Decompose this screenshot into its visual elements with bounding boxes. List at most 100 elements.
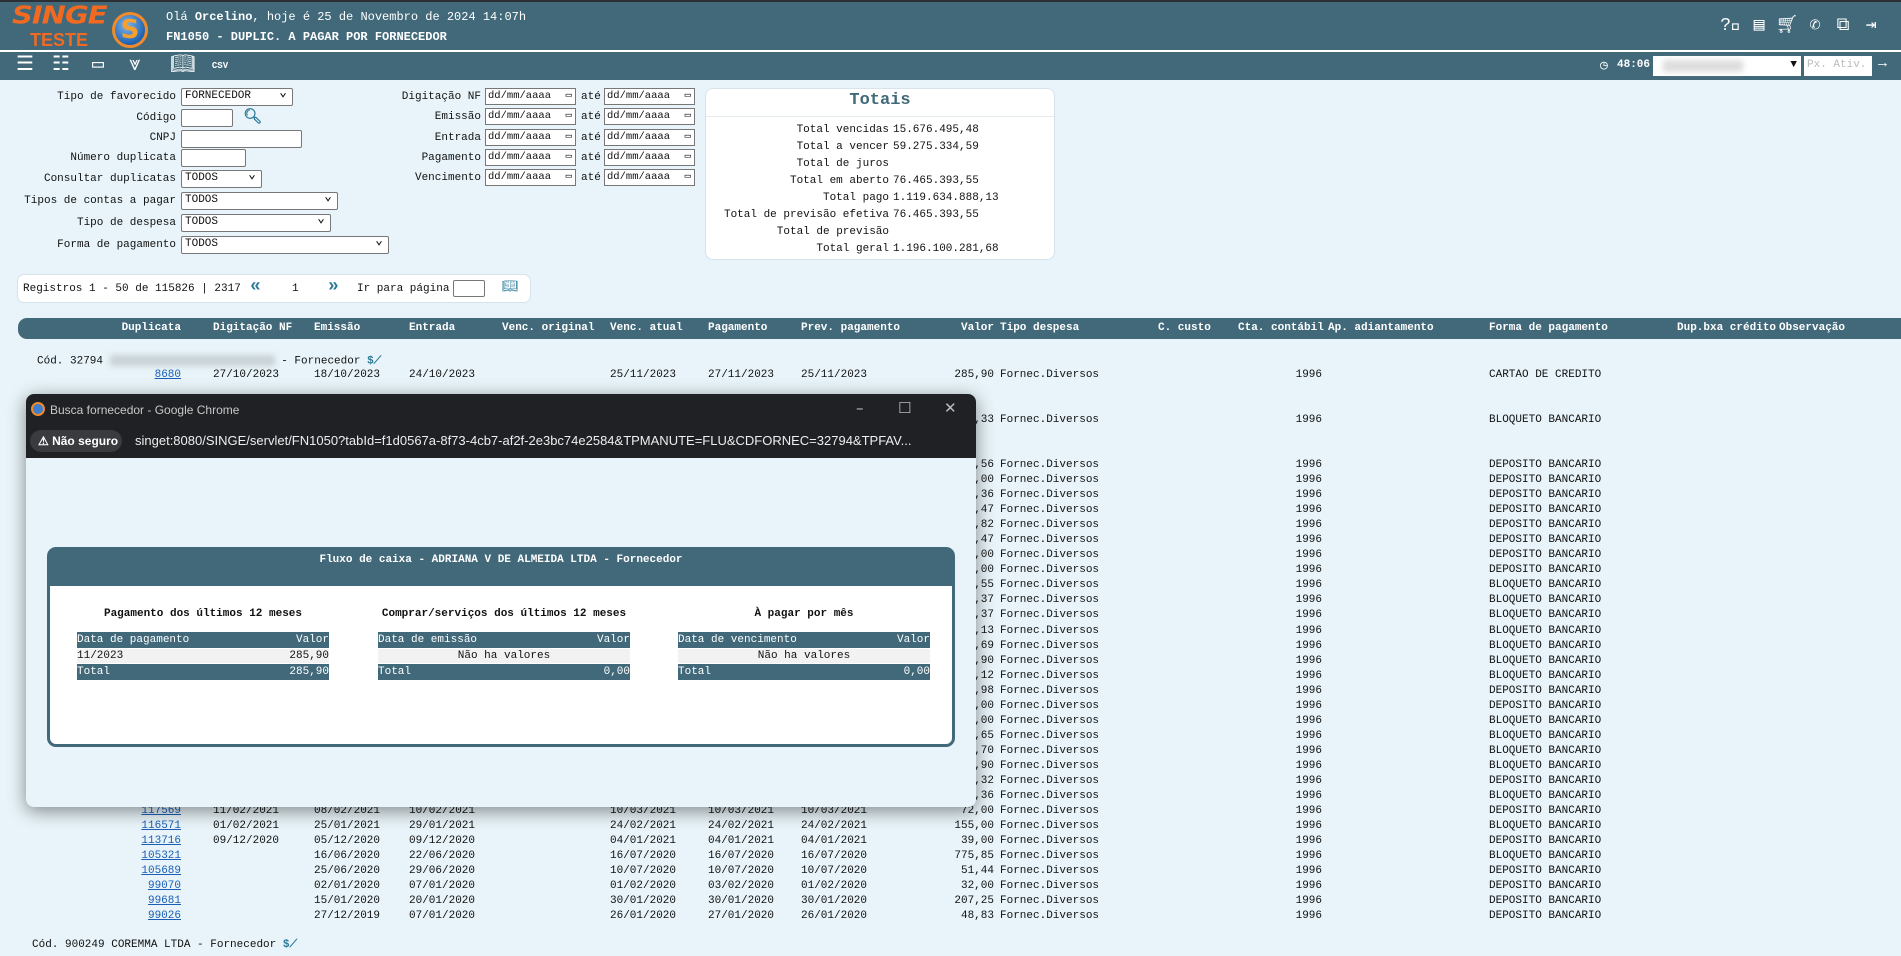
close-button[interactable]: ✕	[944, 399, 957, 417]
tipo-favorecido-select[interactable]: FORNECEDOR	[181, 85, 293, 106]
column-header[interactable]: Cta. contábil	[1238, 322, 1324, 334]
column-header[interactable]: C. custo	[1158, 322, 1211, 334]
consultar-select[interactable]: TODOS	[181, 167, 262, 188]
checklist-icon[interactable]: ☷	[52, 54, 70, 77]
date-from-input[interactable]: dd/mm/aaaa	[485, 148, 576, 166]
duplicata-link[interactable]: 99681	[147, 895, 181, 908]
cell-prev: 30/01/2020	[801, 895, 868, 908]
arrow-right-icon[interactable]: →	[1878, 55, 1888, 72]
column-header[interactable]: Prev. pagamento	[801, 322, 901, 334]
minimize-button[interactable]: –	[856, 399, 864, 417]
tipo-despesa-select[interactable]: TODOS	[181, 211, 331, 232]
duplicata-link[interactable]: 8680	[154, 369, 181, 381]
help-icon[interactable]: ?⃝	[1720, 16, 1742, 36]
cart-icon[interactable]: 🛒︎	[1775, 16, 1799, 36]
cell-tipo: Fornec.Diversos	[1000, 654, 1100, 667]
table-row: ,90 Fornec.Diversos 1996 BLOQUETO BANCARIO	[0, 655, 1901, 670]
label-codigo: Código	[136, 112, 176, 124]
column-header[interactable]: Observação	[1779, 322, 1846, 334]
cell-valor: ,70	[974, 744, 994, 757]
security-badge[interactable]: ⚠ Não seguro	[30, 430, 122, 452]
column-header[interactable]: Duplicata	[121, 322, 181, 334]
section-table-header: Data de vencimento Valor	[678, 632, 930, 648]
column-header[interactable]: Emissão	[314, 322, 361, 334]
windows-icon[interactable]: ⧉	[1836, 16, 1850, 36]
duplicata-link[interactable]: 116571	[141, 819, 181, 832]
cell-cta: 1996	[1295, 910, 1322, 923]
cell-valor: ,00	[974, 549, 994, 562]
company-select[interactable]: ▼	[1653, 56, 1801, 76]
table-row: 113716 09/12/2020 05/12/2020 09/12/2020 04/0…	[0, 835, 1901, 850]
column-header[interactable]: Tipo despesa	[1000, 322, 1080, 334]
book-icon[interactable]: 📖︎	[502, 279, 519, 294]
form-icon[interactable]: ▭	[91, 54, 105, 77]
expand-all-icon[interactable]: ⩔	[129, 54, 141, 77]
column-header[interactable]: Digitação NF	[213, 322, 293, 334]
duplicata-link[interactable]: 113716	[141, 834, 181, 847]
cell-ent: 09/12/2020	[409, 834, 476, 847]
prev-page-button[interactable]: «	[250, 277, 261, 297]
cell-forma: DEPOSITO BANCARIO	[1489, 474, 1602, 487]
column-header[interactable]: Ap. adiantamento	[1328, 322, 1434, 334]
date-from-input[interactable]: dd/mm/aaaa	[485, 169, 576, 187]
date-to-input[interactable]: dd/mm/aaaa	[604, 88, 695, 105]
date-from-input[interactable]: dd/mm/aaaa	[485, 88, 576, 105]
cell-cta: 1996	[1295, 369, 1322, 381]
cell-tipo: Fornec.Diversos	[1000, 459, 1100, 472]
cell-valor: ,00	[974, 564, 994, 577]
csv-icon[interactable]: CSV	[211, 61, 229, 71]
column-header[interactable]: Entrada	[409, 322, 456, 334]
search-icon[interactable]: 🔍︎	[243, 109, 263, 126]
cell-cta: 1996	[1295, 834, 1322, 847]
date-to-input[interactable]: dd/mm/aaaa	[604, 128, 695, 146]
cell-va: 25/11/2023	[610, 369, 677, 381]
date-to-input[interactable]: dd/mm/aaaa	[604, 148, 695, 166]
column-header[interactable]: Venc. atual	[610, 322, 683, 334]
tipos-contas-select[interactable]: TODOS	[181, 189, 338, 210]
cell-valor: 39,00	[960, 834, 994, 847]
column-header[interactable]: Forma de pagamento	[1489, 322, 1608, 334]
next-activity-input[interactable]: Px. Ativ.	[1804, 56, 1872, 76]
total-label: Total pago	[822, 192, 889, 204]
cell-cta: 1996	[1295, 414, 1322, 427]
cash-flow-icon[interactable]: $⟋	[367, 355, 382, 368]
column-header[interactable]: Dup.bxa crédito	[1677, 322, 1777, 334]
document-icon[interactable]: ▤	[1753, 16, 1765, 36]
until-label: até	[581, 151, 601, 164]
duplicata-link[interactable]: 117569	[141, 804, 181, 817]
list-icon[interactable]: ☰	[16, 54, 34, 77]
maximize-button[interactable]: ☐	[898, 399, 912, 417]
cell-valor: 51,44	[960, 864, 994, 877]
duplicata-link[interactable]: 105321	[141, 849, 181, 862]
column-header[interactable]: Pagamento	[708, 322, 768, 334]
date-to-input[interactable]: dd/mm/aaaa	[604, 169, 695, 187]
codigo-input[interactable]	[181, 109, 233, 127]
phone-chat-icon[interactable]: ✆	[1809, 16, 1821, 36]
cnpj-input[interactable]	[181, 130, 302, 148]
book-icon[interactable]: 📖︎	[170, 54, 196, 77]
column-header[interactable]: Venc. original	[502, 322, 595, 334]
goto-page-input[interactable]	[453, 280, 485, 297]
date-to-input[interactable]: dd/mm/aaaa	[604, 108, 695, 126]
date-from-input[interactable]: dd/mm/aaaa	[485, 108, 576, 126]
cell-forma: DEPOSITO BANCARIO	[1489, 684, 1602, 697]
cell-cta: 1996	[1295, 564, 1322, 577]
logout-icon[interactable]: ⇥	[1865, 16, 1877, 36]
cell-cta: 1996	[1295, 774, 1322, 787]
cash-flow-icon[interactable]: $⟋	[282, 939, 298, 951]
total-value: 76.465.393,55	[893, 209, 979, 221]
cell-emi: 05/12/2020	[314, 834, 381, 847]
cell-tipo: Fornec.Diversos	[1000, 834, 1100, 847]
next-page-button[interactable]: »	[328, 277, 339, 297]
forma-pagamento-select[interactable]: TODOS	[181, 233, 389, 254]
duplicata-link[interactable]: 105689	[141, 864, 181, 877]
duplicata-link[interactable]: 99070	[147, 880, 181, 893]
table-row: 8680 27/10/2023 18/10/2023 24/10/2023 25/11/…	[0, 369, 1901, 384]
cell-forma: DEPOSITO BANCARIO	[1489, 880, 1602, 893]
duplicata-link[interactable]: 99026	[147, 910, 181, 923]
address-bar[interactable]: singet:8080/SINGE/servlet/FN1050?tabId=f…	[135, 433, 912, 448]
numero-duplicata-input[interactable]	[181, 149, 246, 167]
column-header[interactable]: Valor	[960, 322, 994, 334]
date-from-input[interactable]: dd/mm/aaaa	[485, 128, 576, 146]
section-title: À pagar por mês	[754, 608, 854, 620]
